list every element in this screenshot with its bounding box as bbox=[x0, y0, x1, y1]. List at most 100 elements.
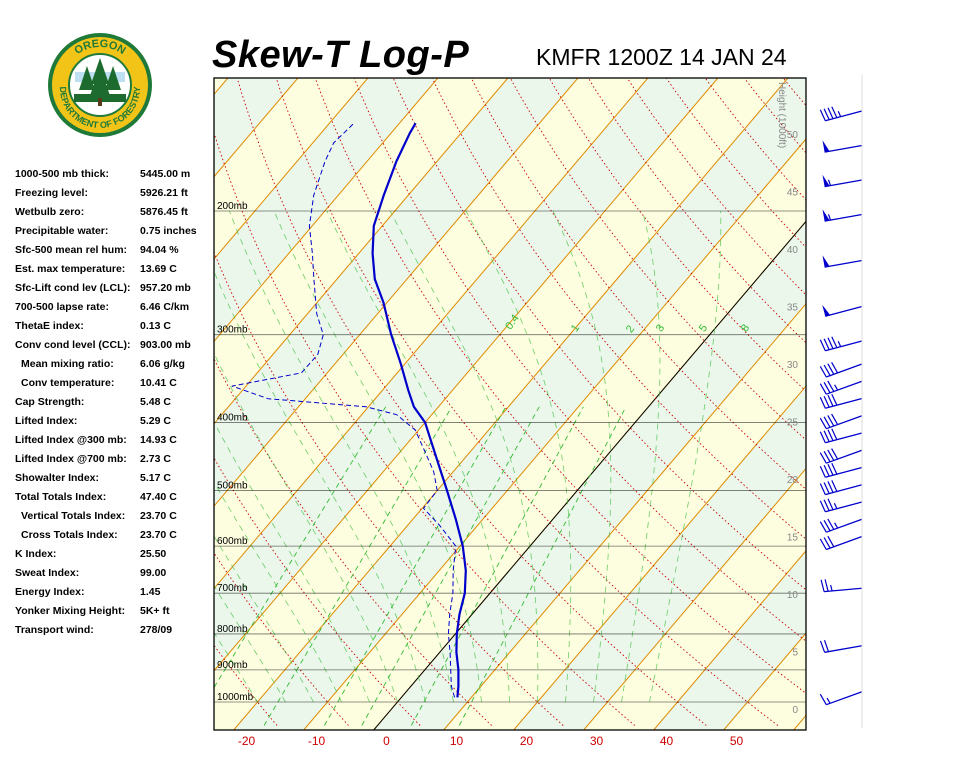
wind-barb-flag bbox=[823, 451, 831, 463]
index-row: Transport wind: 278/09 bbox=[15, 624, 215, 643]
dry-adiabat-line bbox=[392, 78, 806, 591]
height-tick-label: 25 bbox=[787, 418, 799, 429]
wind-barb-half-flag bbox=[834, 522, 839, 529]
index-label: 1000-500 mb thick: bbox=[15, 168, 109, 180]
wind-barb-flag bbox=[819, 431, 826, 444]
index-row: Showalter Index: 5.17 C bbox=[15, 472, 215, 491]
moist-adiabat-line bbox=[229, 210, 454, 703]
index-row: Total Totals Index: 47.40 C bbox=[15, 491, 215, 510]
index-row: Lifted Index: 5.29 C bbox=[15, 415, 215, 434]
wind-barb-flag bbox=[819, 397, 826, 409]
index-label: Cap Strength: bbox=[15, 396, 85, 408]
index-label: Lifted Index @700 mb: bbox=[15, 453, 127, 465]
wind-barb-half-flag bbox=[827, 179, 832, 186]
wind-barb-flag bbox=[823, 537, 831, 549]
index-label: Mean mixing ratio: bbox=[21, 358, 114, 370]
mixing-ratio-line bbox=[263, 406, 453, 726]
index-value: 6.46 C/km bbox=[140, 301, 190, 313]
wind-barb bbox=[819, 448, 863, 464]
wind-barb-flag bbox=[824, 579, 829, 592]
index-row: Cross Totals Index: 23.70 C bbox=[15, 529, 215, 548]
index-row: Yonker Mixing Height: 5K+ ft bbox=[15, 605, 215, 624]
index-label: Freezing level: bbox=[15, 187, 88, 199]
wind-barb-half-flag bbox=[827, 214, 832, 221]
wind-barb-staff bbox=[825, 484, 863, 496]
wind-barb-staff bbox=[826, 415, 863, 430]
index-value: 5.29 C bbox=[140, 415, 171, 427]
mixing-ratio-line bbox=[361, 406, 540, 726]
isotherm-line bbox=[214, 78, 439, 343]
wind-barb-flag bbox=[823, 499, 830, 512]
index-value: 14.93 C bbox=[140, 434, 177, 446]
wind-barb bbox=[819, 480, 863, 496]
index-value: 13.69 C bbox=[140, 263, 177, 275]
height-axis-label: Height (1000ft) bbox=[776, 82, 787, 148]
indices-panel: 1000-500 mb thick: 5445.00 m Freezing leve… bbox=[15, 168, 215, 643]
temperature-tick-label: 10 bbox=[450, 734, 464, 748]
wind-barb-staff bbox=[825, 397, 863, 409]
logo-text-top: OREGON bbox=[72, 38, 127, 57]
wind-barb-staff bbox=[825, 432, 863, 444]
wind-barb bbox=[822, 174, 863, 188]
wind-barb-flag bbox=[827, 449, 835, 461]
wind-barb bbox=[822, 304, 863, 317]
index-label: Showalter Index: bbox=[15, 472, 100, 484]
index-label: Vertical Totals Index: bbox=[21, 510, 126, 522]
index-value: 47.40 C bbox=[140, 491, 177, 503]
wind-barb-flag bbox=[827, 498, 834, 511]
wind-barb-flag bbox=[823, 430, 830, 443]
wind-barb-half-flag bbox=[837, 340, 842, 347]
height-tick-label: 15 bbox=[787, 533, 799, 544]
wind-barb-staff bbox=[826, 535, 863, 551]
index-label: Energy Index: bbox=[15, 586, 85, 598]
background-lines bbox=[214, 78, 806, 730]
isotherm-line bbox=[653, 550, 806, 730]
wind-barb bbox=[819, 393, 863, 409]
plot-frame bbox=[213, 77, 807, 731]
index-label: Lifted Index: bbox=[15, 415, 78, 427]
index-value: 5.48 C bbox=[140, 396, 171, 408]
wind-barb-staff bbox=[824, 213, 863, 222]
index-row: Wetbulb zero: 5876.45 ft bbox=[15, 206, 215, 225]
temperature-tick-label: 50 bbox=[730, 734, 744, 748]
wind-barb-flag bbox=[823, 482, 830, 494]
isotherm-line bbox=[793, 714, 806, 730]
isotherm-line bbox=[513, 385, 806, 730]
index-value: 5876.45 ft bbox=[140, 206, 188, 218]
index-value: 25.50 bbox=[140, 548, 167, 560]
wind-barb-staff bbox=[824, 587, 863, 593]
index-value: 5926.21 ft bbox=[140, 187, 188, 199]
wind-barb bbox=[819, 462, 863, 478]
dry-adiabat-line bbox=[353, 78, 806, 642]
wind-barb bbox=[819, 413, 863, 430]
index-label: K Index: bbox=[15, 548, 57, 560]
height-tick-label: 40 bbox=[787, 245, 799, 256]
pressure-label: 400mb bbox=[217, 412, 248, 423]
index-row: Sweat Index: 99.00 bbox=[15, 567, 215, 586]
wind-barb bbox=[819, 428, 863, 444]
wind-barb-pennant bbox=[822, 174, 830, 187]
index-row: 700-500 lapse rate: 6.46 C/km bbox=[15, 301, 215, 320]
index-value: 99.00 bbox=[140, 567, 167, 579]
temperature-tick-label: -20 bbox=[238, 734, 256, 748]
wind-barb bbox=[819, 535, 863, 551]
wind-barb-flag bbox=[831, 448, 839, 460]
isotherm-line bbox=[233, 78, 789, 730]
wind-barbs bbox=[819, 106, 863, 706]
wind-barb-flag bbox=[831, 480, 838, 492]
height-tick-label: 10 bbox=[787, 590, 799, 601]
wind-barb bbox=[822, 209, 863, 222]
index-label: Total Totals Index: bbox=[15, 491, 107, 503]
pressure-label: 500mb bbox=[217, 481, 248, 492]
wind-barb-staff bbox=[825, 110, 863, 122]
isotherm-line bbox=[214, 78, 649, 590]
index-row: Lifted Index @300 mb: 14.93 C bbox=[15, 434, 215, 453]
wind-barb-flag bbox=[819, 466, 826, 478]
wind-barb bbox=[822, 255, 863, 268]
wind-barb bbox=[819, 336, 863, 352]
wind-barb-staff bbox=[824, 645, 863, 653]
height-tick-label: 45 bbox=[787, 188, 799, 199]
wind-barb-pennant bbox=[822, 140, 830, 153]
index-label: Wetbulb zero: bbox=[15, 206, 85, 218]
